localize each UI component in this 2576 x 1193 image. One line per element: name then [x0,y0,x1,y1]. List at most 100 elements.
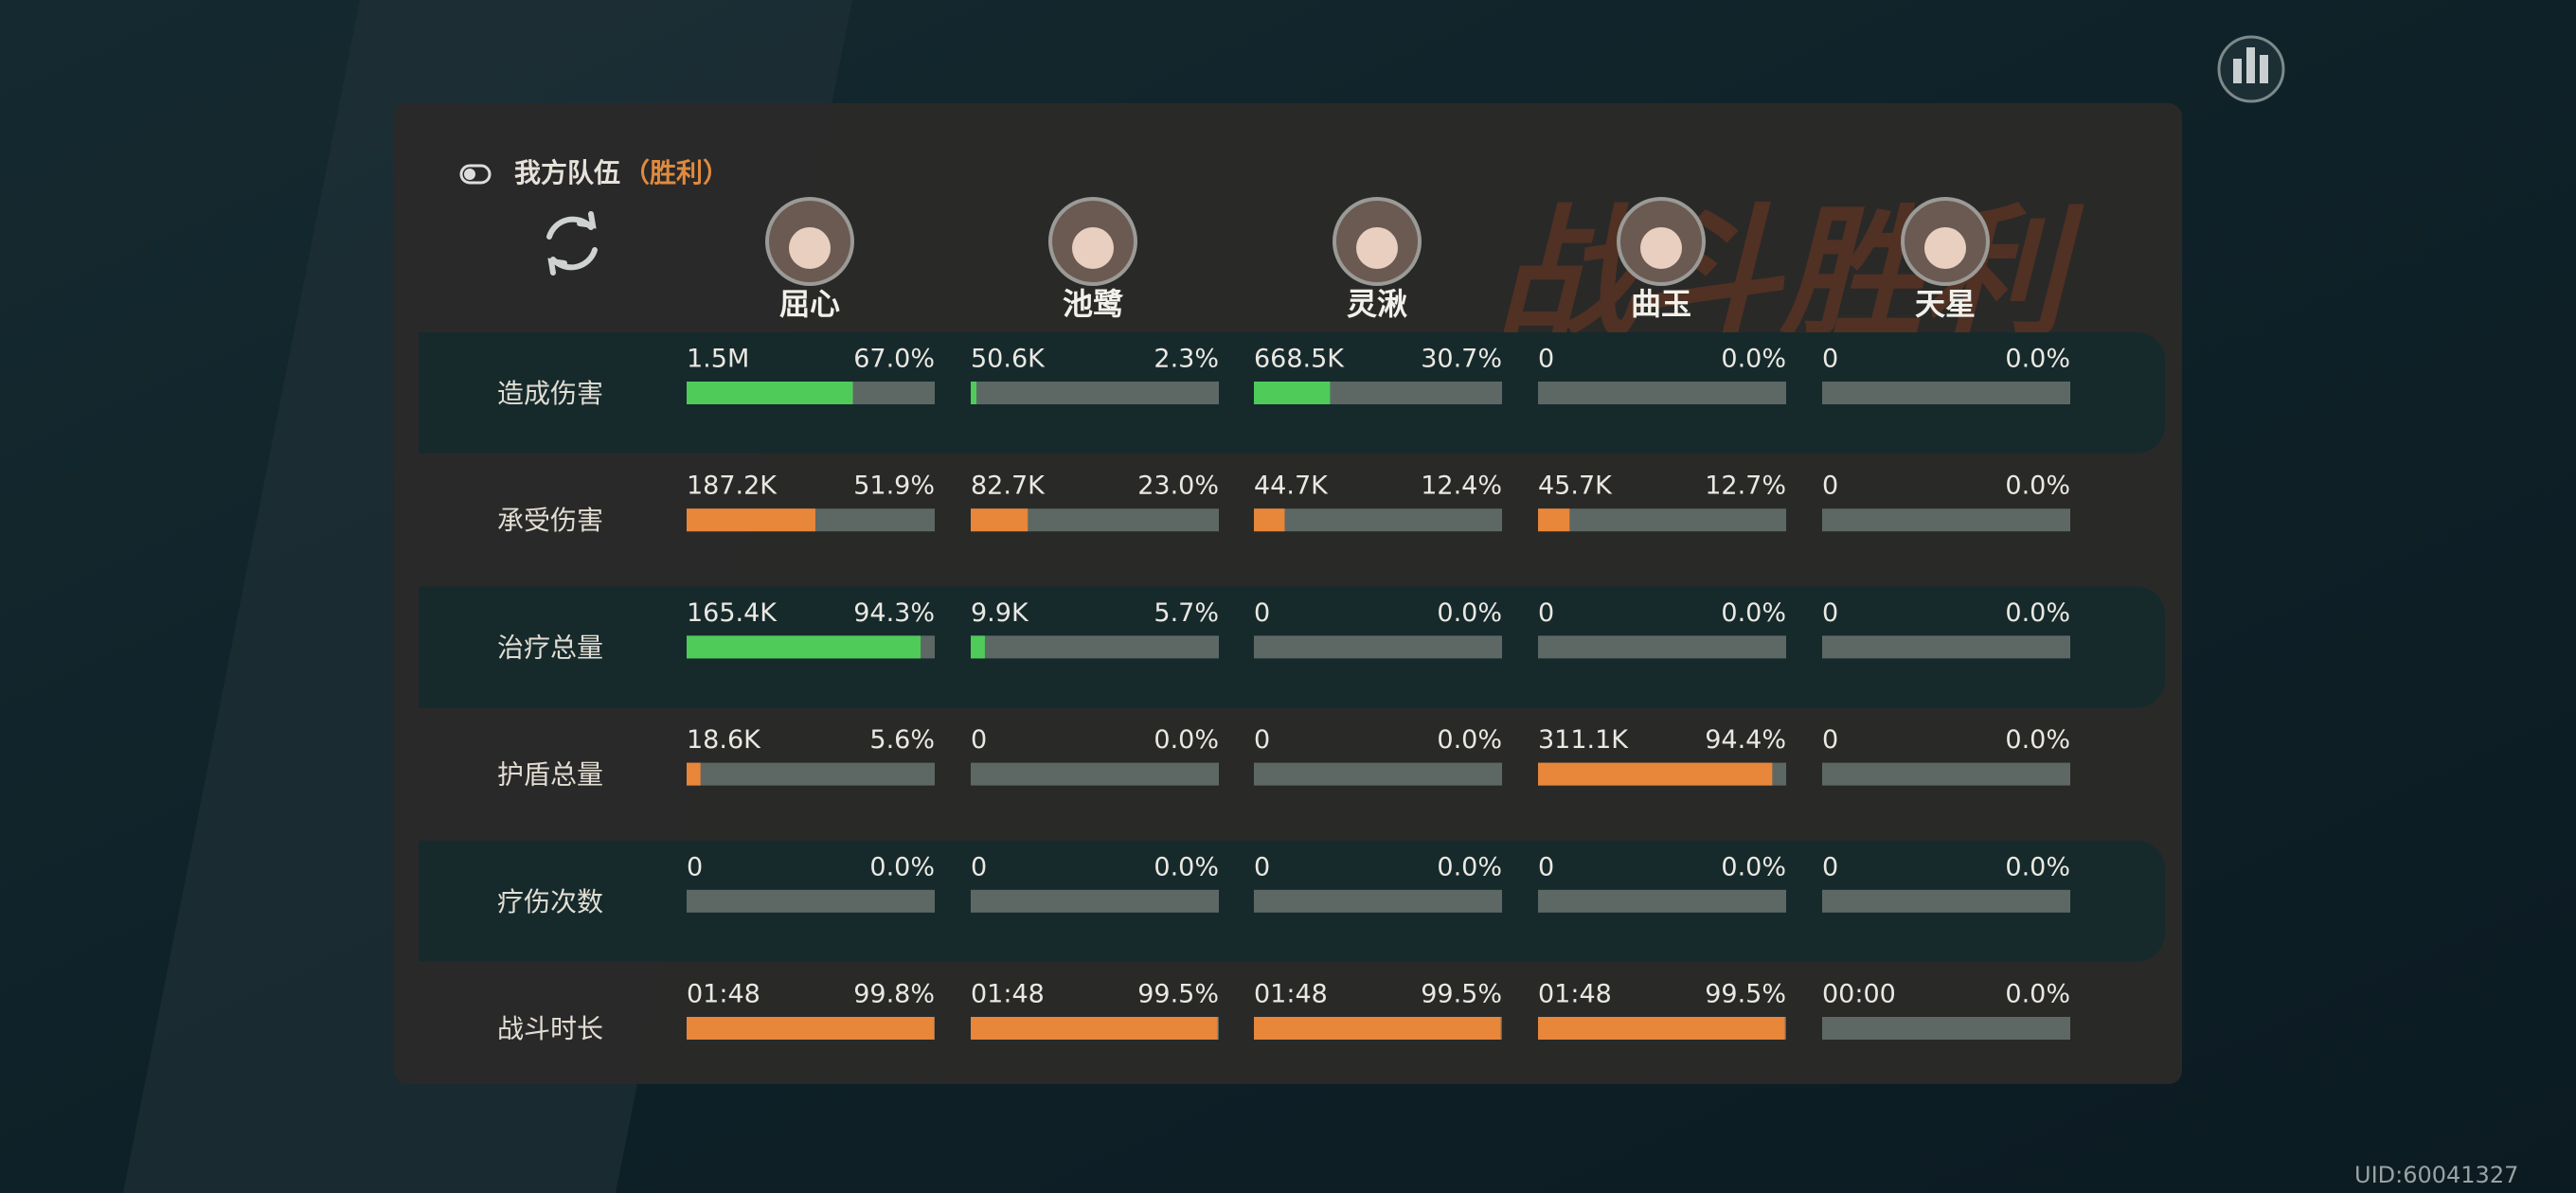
bar-track [1822,889,2070,913]
bar-track [1822,1017,2070,1040]
amount: 668.5K [1254,345,1345,374]
bar-track [1538,635,1786,659]
row-label: 战斗时长 [497,1013,603,1044]
bar-track [1538,382,1786,404]
percent-label: 94.4% [1705,725,1786,755]
amount: 0 [971,725,987,755]
percent-label: 0.0% [1154,852,1219,881]
stats-icon [2233,47,2268,83]
bar-track [1538,889,1786,913]
bar [971,1017,1218,1040]
row-label: 护盾总量 [497,759,603,791]
percent-label: 0.0% [2005,980,2070,1009]
avatar-face [1640,227,1682,269]
row-label: 疗伤次数 [497,886,603,917]
bar [687,762,701,786]
amount: 0 [1822,598,1838,628]
amount: 0 [1254,852,1270,881]
bar-track [687,889,935,913]
amount: 165.4K [687,598,778,628]
amount: 0 [1822,345,1838,374]
percent-label: 0.0% [1437,725,1502,755]
bar-track [1254,508,1502,532]
amount: 0 [1822,725,1838,755]
bar [971,382,977,404]
bar-track [1822,635,2070,659]
bar-track [1254,762,1502,786]
amount: 0 [1254,725,1270,755]
amount: 0 [971,852,987,881]
bar [687,1017,935,1040]
percent-label: 0.0% [2005,345,2070,374]
percent-label: 0.0% [2005,725,2070,755]
bar-track [971,889,1219,913]
bar-track [1538,508,1786,532]
amount: 0 [1254,598,1270,628]
bar-track [1822,508,2070,532]
percent-label: 0.0% [2005,598,2070,628]
character-name: 曲玉 [1631,286,1691,322]
bar-track [1822,382,2070,404]
bar [687,635,921,659]
amount: 44.7K [1254,472,1329,501]
percent-label: 0.0% [1721,852,1786,881]
bar [687,508,815,532]
amount: 0 [1538,852,1554,881]
percent-label: 23.0% [1137,472,1219,501]
percent-label: 51.9% [853,472,935,501]
percent-label: 30.7% [1421,345,1502,374]
amount: 0 [1538,345,1554,374]
bar [687,382,853,404]
bar-track [1822,762,2070,786]
percent-label: 0.0% [869,852,935,881]
bar [1538,1017,1785,1040]
percent-label: 12.7% [1705,472,1786,501]
percent-label: 67.0% [853,345,935,374]
amount: 311.1K [1538,725,1629,755]
row-label: 治疗总量 [497,632,603,663]
percent-label: 94.3% [853,598,935,628]
amount: 01:48 [1538,980,1612,1009]
toggle-icon[interactable] [459,164,492,185]
amount: 0 [1822,472,1838,501]
percent-label: 2.3% [1154,345,1219,374]
percent-label: 99.5% [1137,980,1219,1009]
refresh-button[interactable] [546,211,598,276]
percent-label: 5.6% [869,725,935,755]
amount: 18.6K [687,725,761,755]
character-name: 灵湫 [1347,286,1407,322]
percent-label: 0.0% [2005,852,2070,881]
bar [971,635,985,659]
amount: 1.5M [687,345,749,374]
amount: 9.9K [971,598,1029,628]
avatar-face [1356,227,1398,269]
amount: 01:48 [1254,980,1328,1009]
row-label: 造成伤害 [497,378,603,409]
bar-track [971,762,1219,786]
amount: 0 [1538,598,1554,628]
bar-track [971,382,1219,404]
bar-track [1254,635,1502,659]
percent-label: 0.0% [2005,472,2070,501]
percent-label: 12.4% [1421,472,1502,501]
team-title: 我方队伍 [514,157,620,188]
amount: 0 [1822,852,1838,881]
amount: 187.2K [687,472,778,501]
percent-label: 0.0% [1437,852,1502,881]
amount: 50.6K [971,345,1046,374]
amount: 45.7K [1538,472,1613,501]
team-result: （胜利） [623,157,729,188]
character-name: 天星 [1915,286,1976,322]
avatar-face [1924,227,1966,269]
percent-label: 0.0% [1721,345,1786,374]
avatar-face [789,227,831,269]
bar [1254,382,1331,404]
amount: 00:00 [1822,980,1896,1009]
bar [1254,1017,1501,1040]
amount: 82.7K [971,472,1046,501]
bar [971,508,1029,532]
amount: 01:48 [971,980,1045,1009]
bar-track [1254,889,1502,913]
